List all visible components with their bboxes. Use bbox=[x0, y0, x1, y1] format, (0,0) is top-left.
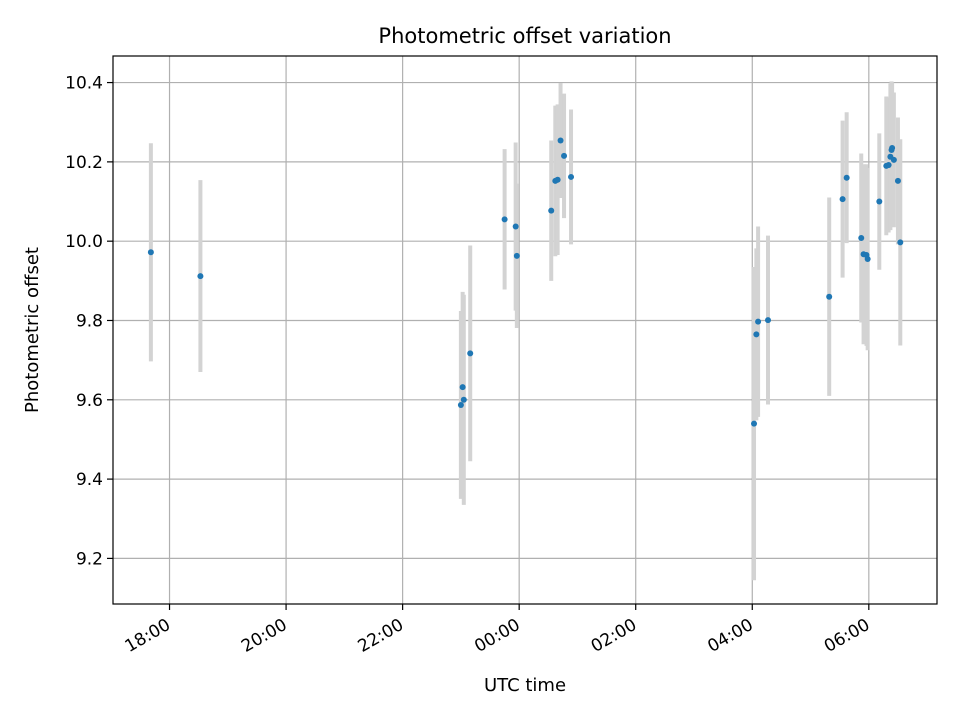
y-tick-label: 10.2 bbox=[65, 153, 103, 173]
data-point bbox=[554, 176, 561, 183]
data-point bbox=[843, 174, 850, 181]
y-axis: 9.2 9.4 9.6 9.8 10.0 10.2 10.4 bbox=[65, 74, 113, 569]
y-tick-label: 9.4 bbox=[76, 470, 103, 490]
y-tick-label: 9.2 bbox=[76, 549, 103, 569]
data-point bbox=[876, 198, 883, 205]
data-point bbox=[147, 249, 154, 256]
chart-title: Photometric offset variation bbox=[378, 24, 671, 48]
data-point bbox=[753, 331, 760, 338]
data-point bbox=[765, 317, 772, 324]
data-points bbox=[147, 137, 904, 427]
data-point bbox=[513, 252, 520, 259]
data-point bbox=[557, 137, 564, 144]
y-tick-label: 10.0 bbox=[65, 232, 103, 252]
data-point bbox=[858, 235, 865, 242]
data-point bbox=[826, 293, 833, 300]
data-point bbox=[568, 173, 575, 180]
x-axis-label: UTC time bbox=[484, 675, 566, 696]
data-point bbox=[512, 223, 519, 230]
data-point bbox=[459, 384, 466, 391]
data-point bbox=[839, 196, 846, 203]
data-point bbox=[501, 216, 508, 223]
y-tick-label: 9.6 bbox=[76, 391, 103, 411]
data-point bbox=[885, 162, 892, 169]
plot-area-frame bbox=[112, 55, 938, 605]
data-point bbox=[548, 207, 555, 214]
data-point bbox=[197, 273, 204, 280]
data-point bbox=[897, 239, 904, 246]
data-point bbox=[561, 152, 568, 159]
data-point bbox=[460, 396, 467, 403]
data-point bbox=[889, 144, 896, 151]
data-point bbox=[755, 318, 762, 325]
data-point bbox=[864, 256, 871, 263]
y-tick-label: 9.8 bbox=[76, 311, 103, 331]
data-point bbox=[890, 156, 897, 163]
data-point bbox=[751, 420, 758, 427]
data-point bbox=[467, 350, 474, 357]
data-point bbox=[894, 177, 901, 184]
y-axis-label: Photometric offset bbox=[22, 247, 43, 413]
y-tick-label: 10.4 bbox=[65, 74, 103, 94]
data-point bbox=[457, 401, 464, 408]
